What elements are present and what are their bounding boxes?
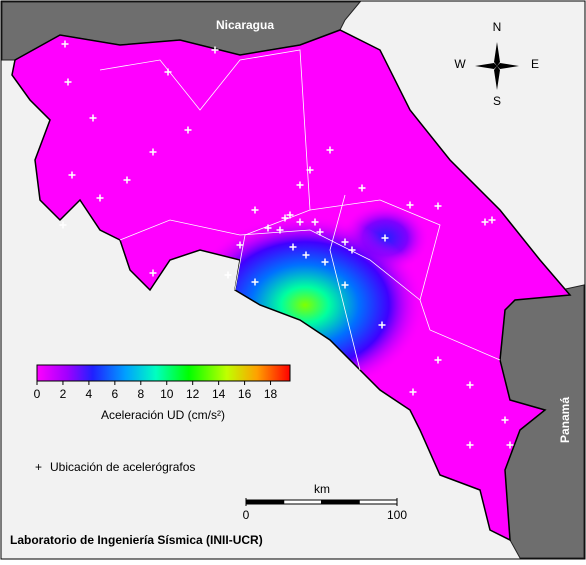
station bbox=[434, 356, 442, 364]
station bbox=[321, 258, 329, 266]
station bbox=[296, 218, 304, 226]
station bbox=[506, 441, 514, 449]
station bbox=[381, 234, 389, 242]
country-label: Nicaragua bbox=[216, 18, 274, 32]
station bbox=[348, 246, 356, 254]
station bbox=[59, 221, 67, 229]
colorbar-tick-label: 10 bbox=[160, 387, 174, 401]
station bbox=[481, 218, 489, 226]
station bbox=[149, 269, 157, 277]
colorbar-label: Aceleración UD (cm/s²) bbox=[101, 408, 225, 422]
station bbox=[164, 68, 172, 76]
station bbox=[358, 184, 366, 192]
station bbox=[378, 321, 386, 329]
scale-segment bbox=[283, 499, 322, 505]
station bbox=[149, 148, 157, 156]
colorbar-tick-label: 16 bbox=[238, 387, 252, 401]
station bbox=[409, 388, 417, 396]
station bbox=[251, 206, 259, 214]
station bbox=[289, 243, 297, 251]
station bbox=[501, 416, 509, 424]
scale-unit: km bbox=[314, 482, 330, 496]
country-label: Panamá bbox=[558, 397, 572, 443]
station bbox=[281, 214, 289, 222]
province-border bbox=[309, 199, 501, 361]
scale-segment bbox=[321, 499, 360, 505]
legend-symbol: + bbox=[35, 460, 42, 474]
colorbar-tick-label: 4 bbox=[86, 387, 93, 401]
compass-e: E bbox=[531, 57, 539, 71]
station bbox=[96, 194, 104, 202]
station bbox=[311, 218, 319, 226]
credit: Laboratorio de Ingeniería Sísmica (INII-… bbox=[10, 533, 263, 547]
station bbox=[296, 181, 304, 189]
station bbox=[406, 201, 414, 209]
station bbox=[68, 171, 76, 179]
station bbox=[341, 238, 349, 246]
station bbox=[224, 271, 232, 279]
station bbox=[488, 216, 496, 224]
station bbox=[302, 251, 310, 259]
station bbox=[306, 166, 314, 174]
province-border bbox=[99, 49, 311, 291]
compass: N S W E bbox=[454, 20, 539, 108]
colorbar-tick-label: 12 bbox=[186, 387, 200, 401]
colorbar-tick-label: 8 bbox=[137, 387, 144, 401]
station bbox=[123, 176, 131, 184]
station bbox=[466, 441, 474, 449]
station bbox=[89, 114, 97, 122]
station bbox=[434, 202, 442, 210]
colorbar-tick-label: 14 bbox=[212, 387, 226, 401]
legend-text: Ubicación de acelerógrafos bbox=[50, 460, 195, 474]
province-border bbox=[329, 194, 361, 371]
scale-tick-label: 0 bbox=[243, 508, 250, 522]
colorbar-tick-label: 6 bbox=[112, 387, 119, 401]
compass-s: S bbox=[493, 94, 501, 108]
colorbar-tick-label: 2 bbox=[60, 387, 67, 401]
scale-tick-label: 100 bbox=[387, 508, 407, 522]
station bbox=[276, 226, 284, 234]
station bbox=[286, 211, 294, 219]
station bbox=[316, 228, 324, 236]
station bbox=[211, 46, 219, 54]
station bbox=[184, 126, 192, 134]
station bbox=[64, 78, 72, 86]
station bbox=[236, 241, 244, 249]
colorbar bbox=[36, 364, 291, 382]
colorbar-tick-label: 0 bbox=[34, 387, 41, 401]
compass-n: N bbox=[493, 20, 502, 34]
province-border bbox=[119, 219, 421, 301]
compass-w: W bbox=[454, 57, 466, 71]
scale-segment bbox=[358, 499, 398, 505]
scale-segment bbox=[245, 499, 285, 505]
station bbox=[61, 40, 69, 48]
station bbox=[264, 224, 272, 232]
colorbar-tick-label: 18 bbox=[264, 387, 278, 401]
station bbox=[326, 146, 334, 154]
station bbox=[341, 281, 349, 289]
station bbox=[251, 278, 259, 286]
station bbox=[466, 381, 474, 389]
